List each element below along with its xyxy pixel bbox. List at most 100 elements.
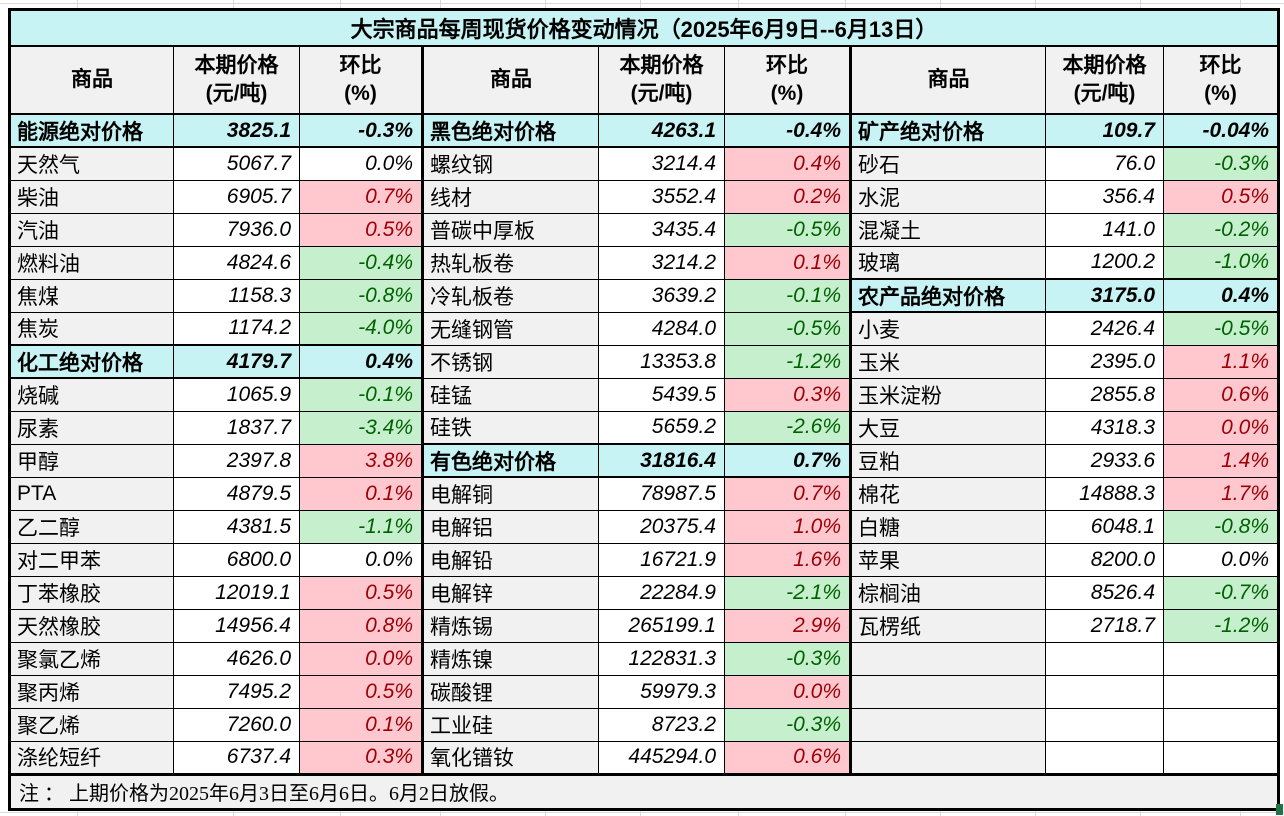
commodity-name-cell: 聚氯乙烯 — [9, 641, 174, 676]
price-cell — [1045, 641, 1164, 676]
pct-cell: 1.0% — [724, 509, 851, 544]
price-cell: 1837.7 — [173, 410, 300, 445]
price-cell: 7936.0 — [173, 212, 300, 247]
pct-cell: 0.3% — [724, 377, 851, 412]
gridline — [738, 0, 739, 8]
price-cell: 2855.8 — [1045, 377, 1164, 412]
commodity-name-cell: 苹果 — [849, 542, 1046, 577]
pct-cell: -0.3% — [299, 113, 423, 148]
pct-cell: -0.2% — [1163, 212, 1279, 247]
commodity-name-cell: 线材 — [421, 179, 599, 214]
pct-cell: 0.5% — [299, 674, 423, 709]
commodity-name-cell: 水泥 — [849, 179, 1046, 214]
commodity-name-cell: 汽油 — [9, 212, 174, 247]
selection-handle — [1276, 804, 1283, 815]
price-cell: 1174.2 — [173, 311, 300, 346]
pct-cell: 0.5% — [299, 212, 423, 247]
header-label: 本期价格 — [1062, 53, 1147, 77]
table-row: 甲醇 2397.8 3.8% 有色绝对价格 31816.4 0.7% 豆粕 2933.6 1.4… — [9, 443, 1279, 478]
commodity-name-cell: 瓦楞纸 — [849, 608, 1046, 643]
pct-cell: -0.3% — [1163, 146, 1279, 181]
section-name-cell: 矿产绝对价格 — [849, 113, 1046, 148]
pct-cell: 0.2% — [724, 179, 851, 214]
price-cell: 3825.1 — [173, 113, 300, 148]
commodity-name-cell: 螺纹钢 — [421, 146, 599, 181]
commodity-name-cell — [849, 641, 1046, 676]
gridline — [1140, 808, 1141, 816]
pct-cell: 0.8% — [299, 608, 423, 643]
commodity-name-cell: 工业硅 — [421, 707, 599, 742]
pct-cell: 0.7% — [724, 443, 851, 478]
commodity-name-cell: 焦炭 — [9, 311, 174, 346]
commodity-name-cell: 烧碱 — [9, 377, 174, 412]
price-cell: 109.7 — [1045, 113, 1164, 148]
pct-cell: 0.0% — [299, 641, 423, 676]
price-cell: 8526.4 — [1045, 575, 1164, 610]
commodity-name-cell: PTA — [9, 476, 174, 511]
pct-cell: -1.0% — [1163, 245, 1279, 280]
price-cell: 4626.0 — [173, 641, 300, 676]
gridline — [845, 808, 846, 816]
gridline — [940, 0, 941, 8]
gridline — [233, 0, 234, 8]
pct-cell — [1163, 674, 1279, 709]
pct-cell: 1.1% — [1163, 344, 1279, 379]
commodity-name-cell: 棉花 — [849, 476, 1046, 511]
pct-cell: -2.6% — [724, 410, 851, 445]
commodity-name-cell: 玉米淀粉 — [849, 377, 1046, 412]
commodity-name-cell: 硅铁 — [421, 410, 599, 445]
pct-cell: 1.6% — [724, 542, 851, 577]
price-cell: 4179.7 — [173, 344, 300, 379]
table-row: 对二甲苯 6800.0 0.0% 电解铅 16721.9 1.6% 苹果 8200.0 0.0% — [9, 542, 1279, 577]
price-cell: 14888.3 — [1045, 476, 1164, 511]
pct-cell: -0.4% — [299, 245, 423, 280]
price-cell: 12019.1 — [173, 575, 300, 610]
table-row: 丁苯橡胶 12019.1 0.5% 电解锌 22284.9 -2.1% 棕榈油 8526.4-… — [9, 575, 1279, 610]
gridline — [77, 0, 78, 8]
pct-cell: 0.0% — [724, 674, 851, 709]
pct-cell: -0.3% — [724, 641, 851, 676]
pct-cell — [1163, 707, 1279, 742]
gridline — [77, 808, 78, 816]
header-unit: (元/吨) — [205, 82, 268, 105]
section-name-cell: 化工绝对价格 — [9, 344, 174, 379]
header-pct-2: 环比 (%) — [724, 45, 851, 115]
header-label: 商品 — [71, 67, 113, 91]
commodity-name-cell: 小麦 — [849, 311, 1046, 346]
pct-cell: -0.04% — [1163, 113, 1279, 148]
header-label: 环比 — [766, 53, 808, 77]
price-cell: 2397.8 — [173, 443, 300, 478]
commodity-name-cell: 燃料油 — [9, 245, 174, 280]
price-cell: 3552.4 — [598, 179, 725, 214]
pct-cell: 1.7% — [1163, 476, 1279, 511]
price-cell — [1045, 740, 1164, 775]
price-cell: 3639.2 — [598, 278, 725, 313]
gridline — [0, 3, 1284, 4]
price-cell: 5439.5 — [598, 377, 725, 412]
commodity-name-cell: 聚丙烯 — [9, 674, 174, 709]
table-row: 涤纶短纤 6737.4 0.3% 氧化镨钕 445294.0 0.6% — [9, 740, 1279, 775]
gridline — [440, 808, 441, 816]
commodity-name-cell: 混凝土 — [849, 212, 1046, 247]
header-price-2: 本期价格 (元/吨) — [598, 45, 725, 115]
pct-cell: -4.0% — [299, 311, 423, 346]
price-cell: 2933.6 — [1045, 443, 1164, 478]
commodity-name-cell: 电解锌 — [421, 575, 599, 610]
commodity-name-cell: 大豆 — [849, 410, 1046, 445]
pct-cell: -0.3% — [724, 707, 851, 742]
table-row: 柴油 6905.7 0.7% 线材 3552.4 0.2% 水泥 356.4 0.5% — [9, 179, 1279, 214]
section-name-cell: 农产品绝对价格 — [849, 278, 1046, 313]
table-row: 烧碱 1065.9 -0.1% 硅锰 5439.5 0.3% 玉米淀粉 2855.8 0.6% — [9, 377, 1279, 412]
pct-cell — [1163, 740, 1279, 775]
commodity-name-cell — [849, 740, 1046, 775]
price-cell: 7260.0 — [173, 707, 300, 742]
price-cell: 141.0 — [1045, 212, 1164, 247]
gridline — [738, 808, 739, 816]
header-pct-3: 环比 (%) — [1163, 45, 1279, 115]
commodity-name-cell: 焦煤 — [9, 278, 174, 313]
commodity-name-cell: 尿素 — [9, 410, 174, 445]
price-cell: 2426.4 — [1045, 311, 1164, 346]
footnote: 注 ： 上期价格为2025年6月3日至6月6日。6月2日放假。 — [9, 772, 1279, 810]
header-price-1: 本期价格 (元/吨) — [173, 45, 300, 115]
pct-cell: 0.4% — [724, 146, 851, 181]
